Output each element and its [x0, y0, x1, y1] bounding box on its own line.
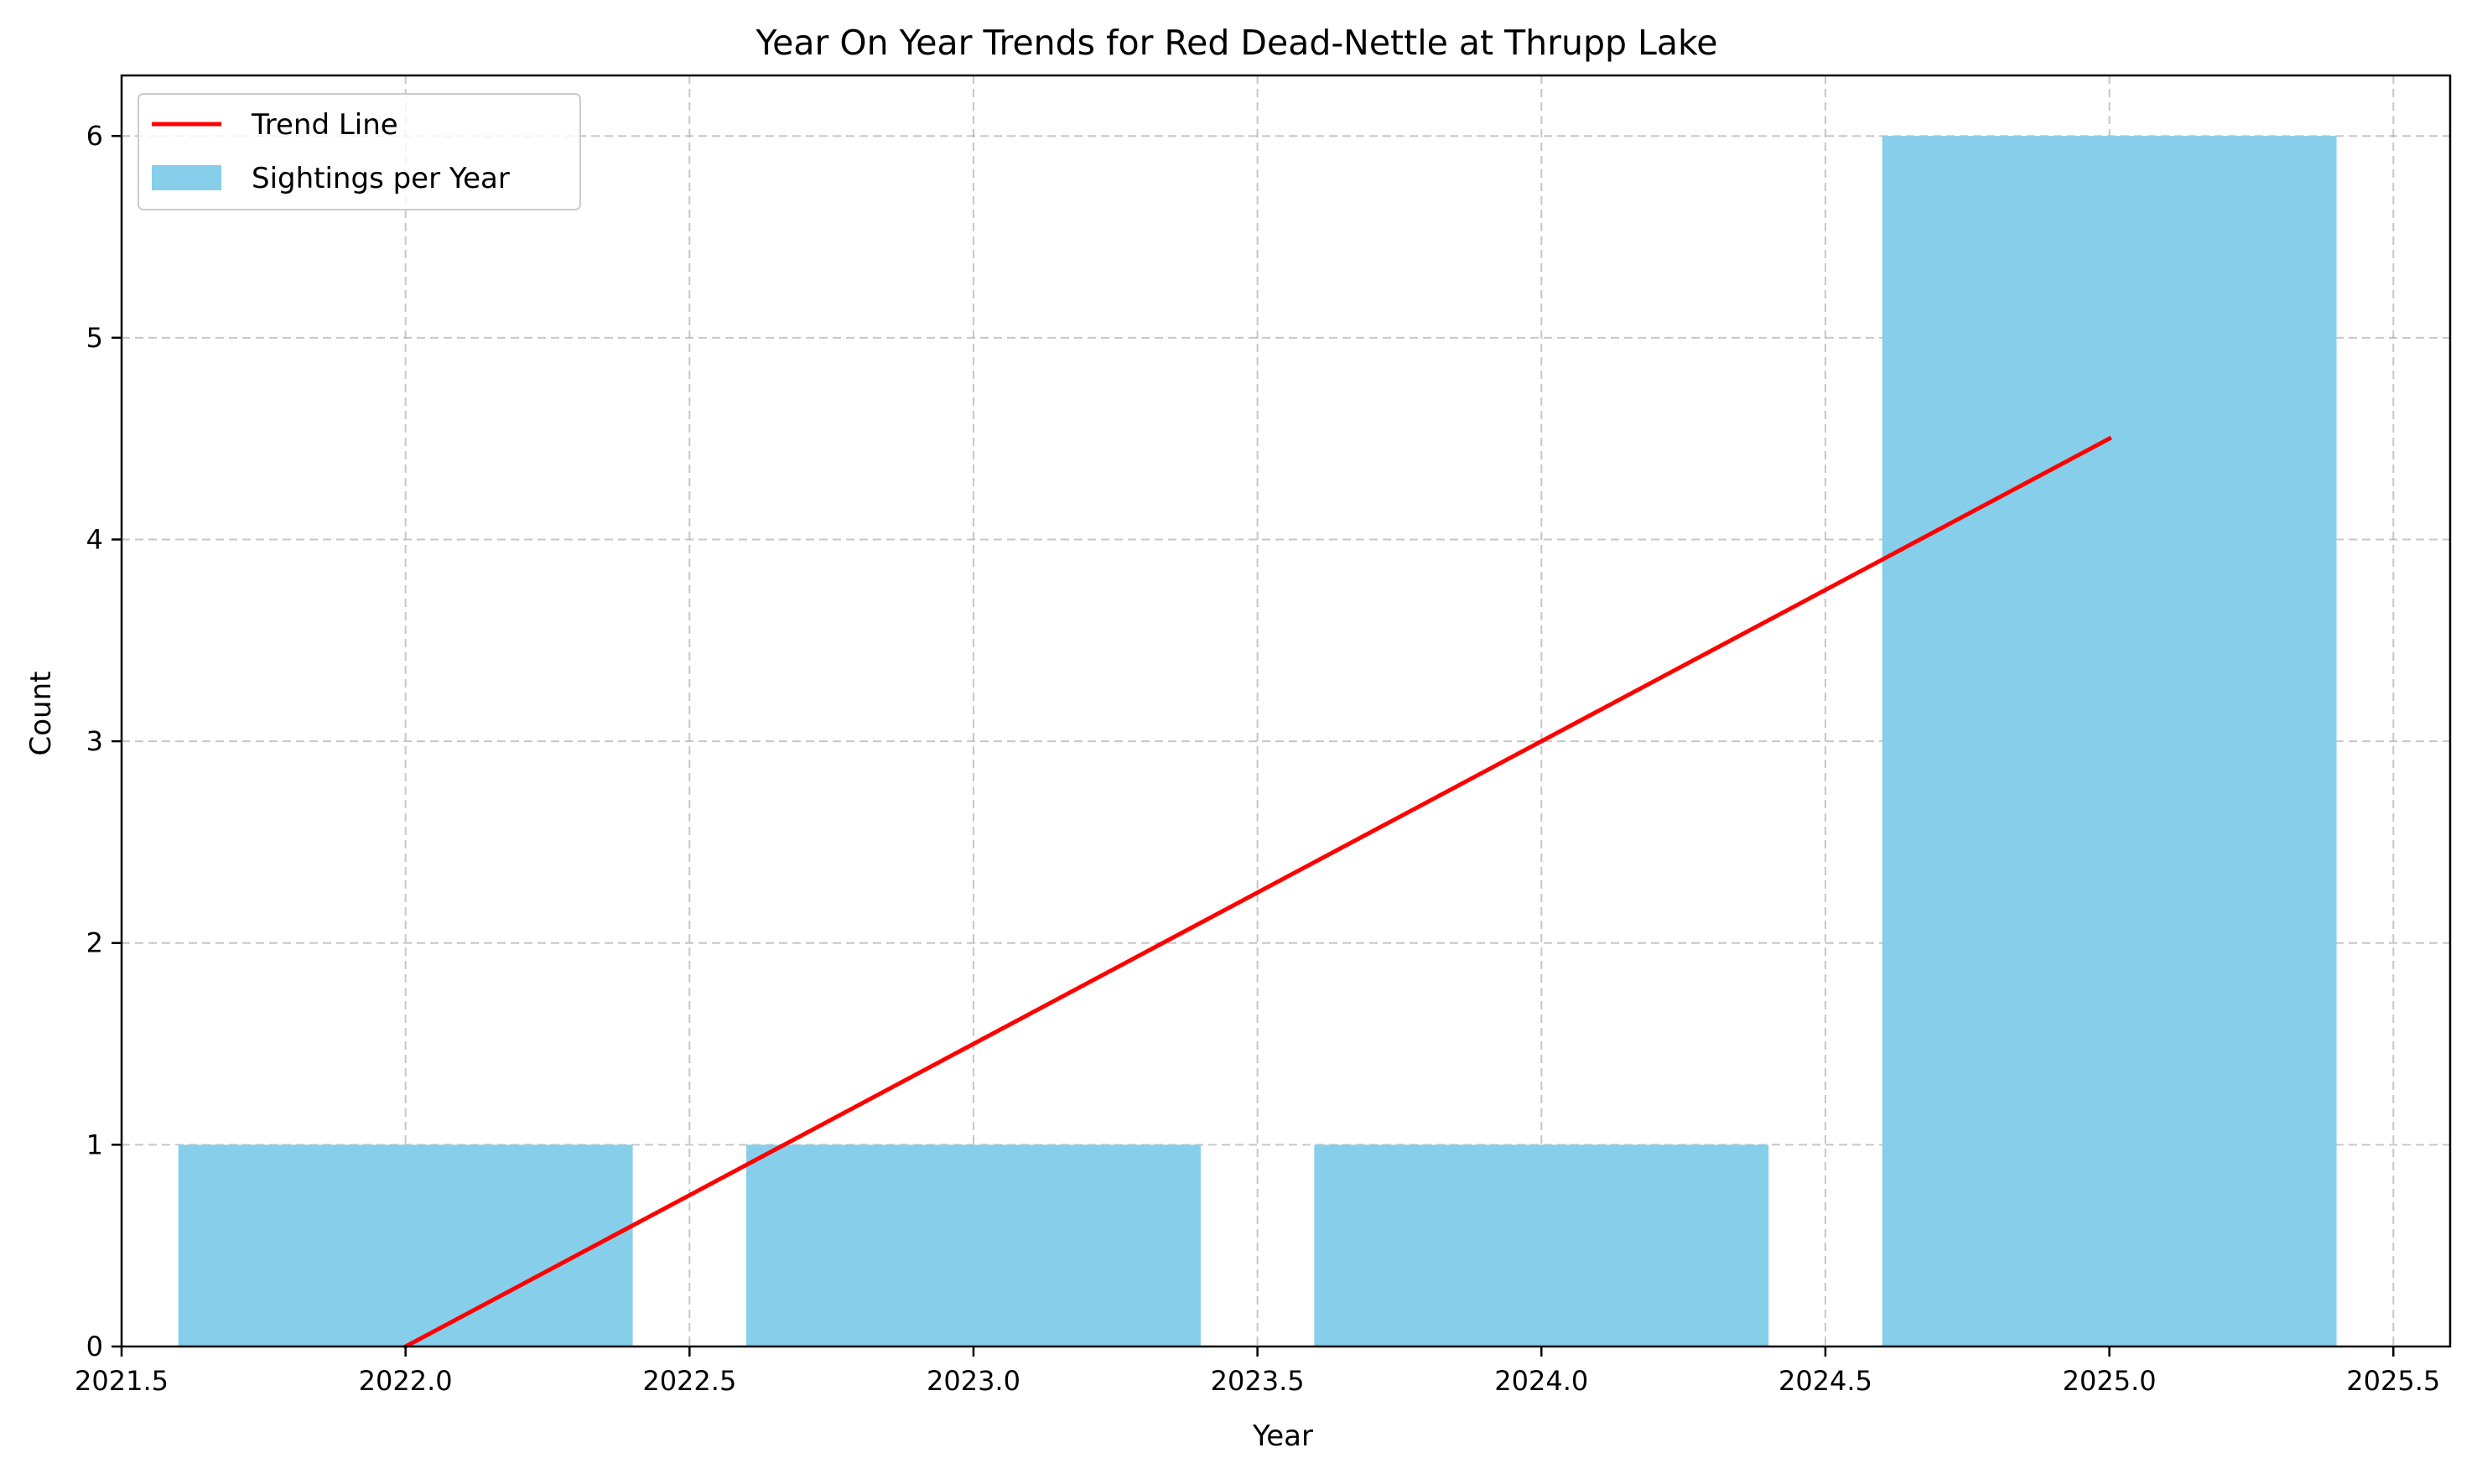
- y-axis-label: Count: [24, 672, 58, 756]
- trend-line: [402, 435, 2112, 1350]
- x-tick-label-2: 2022.5: [642, 1365, 736, 1397]
- plot-frame: [120, 74, 2452, 1348]
- bar-2024: [1314, 1144, 1769, 1346]
- x-axis-label: Year: [1252, 1419, 1313, 1453]
- x-tick-label-3: 2023.0: [927, 1365, 1020, 1397]
- x-tick-label-8: 2025.5: [2346, 1365, 2440, 1397]
- bar-2022: [178, 1144, 633, 1346]
- y-tick-label-1: 1: [86, 1129, 103, 1160]
- x-tick-label-0: 2021.5: [75, 1365, 169, 1397]
- y-tick-label-6: 6: [86, 120, 103, 152]
- legend-label-trend-line: Trend Line: [251, 108, 398, 142]
- axes: [120, 74, 2452, 1348]
- bar-2023: [746, 1144, 1201, 1346]
- y-tick-label-5: 5: [86, 322, 103, 354]
- chart-title: Year On Year Trends for Red Dead-Nettle …: [756, 23, 1718, 63]
- legend: Trend Line Sightings per Year: [138, 93, 581, 210]
- y-tick-label-2: 2: [86, 927, 103, 959]
- x-tick-label-5: 2024.0: [1494, 1365, 1588, 1397]
- x-tick-label-6: 2024.5: [1778, 1365, 1872, 1397]
- legend-box: [138, 93, 581, 210]
- y-tick-label-0: 0: [86, 1331, 103, 1362]
- legend-label-sightings: Sightings per Year: [252, 162, 510, 195]
- bar-2025: [1882, 136, 2337, 1347]
- trend-line-series: [402, 435, 2112, 1350]
- x-tick-label-7: 2025.0: [2063, 1365, 2157, 1397]
- x-axis-ticks: 2021.5 2022.0 2022.5 2023.0 2023.5 2024.0 2024…: [75, 1346, 2440, 1397]
- legend-swatch-sightings: [152, 165, 221, 190]
- bar-series: [178, 136, 2337, 1347]
- y-tick-label-4: 4: [86, 523, 103, 555]
- y-tick-label-3: 3: [86, 725, 103, 757]
- x-tick-label-4: 2023.5: [1211, 1365, 1305, 1397]
- x-tick-label-1: 2022.0: [359, 1365, 453, 1397]
- y-axis-ticks: 0 1 2 3 4 5 6: [86, 120, 122, 1362]
